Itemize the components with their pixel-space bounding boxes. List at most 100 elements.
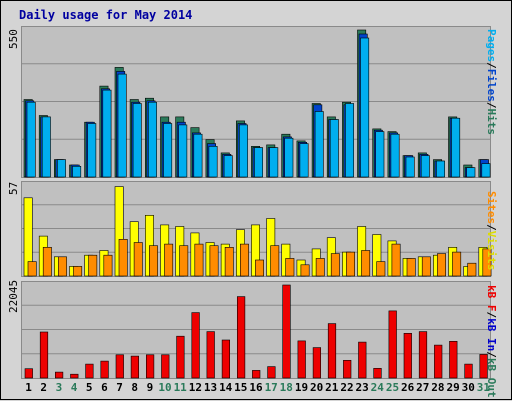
sites-bar xyxy=(330,253,340,277)
sites-bar xyxy=(240,243,249,277)
pages-bar xyxy=(132,103,142,178)
x-tick-label: 7 xyxy=(116,381,123,394)
x-tick-label: 24 xyxy=(370,381,384,394)
legend-bot-part: kB F xyxy=(485,285,498,312)
pages-bar xyxy=(329,119,339,178)
pages-bar xyxy=(481,163,491,178)
kb-bar xyxy=(388,310,397,379)
x-tick-label: 23 xyxy=(355,381,369,394)
pages-bar xyxy=(269,147,279,178)
pages-bar xyxy=(163,123,173,178)
pages-bar xyxy=(299,143,309,178)
legend-mid-part: / xyxy=(485,224,498,231)
kb-bar xyxy=(373,367,382,379)
x-tick-label: 8 xyxy=(131,381,138,394)
kb-bar xyxy=(418,331,428,379)
pages-bar xyxy=(284,137,294,178)
kb-bar xyxy=(130,355,140,379)
legend-mid: Sites/Visits xyxy=(485,191,498,271)
x-tick-label: 1 xyxy=(25,381,32,394)
kb-bar xyxy=(343,359,352,379)
kb-bar xyxy=(146,354,155,379)
kb-bar xyxy=(312,347,322,379)
kb-bar xyxy=(267,366,276,379)
pages-bar xyxy=(420,155,430,178)
pages-bar xyxy=(314,111,324,178)
kb-bar xyxy=(449,340,458,379)
x-tick-label: 3 xyxy=(55,381,63,394)
x-tick-label: 16 xyxy=(249,381,263,394)
sites-bar xyxy=(73,266,83,277)
sites-bar xyxy=(88,254,98,277)
x-tick-label: 14 xyxy=(219,381,233,394)
x-tick-label: 27 xyxy=(416,381,430,394)
x-tick-label: 5 xyxy=(85,381,93,394)
x-tick-label: 2 xyxy=(40,381,47,394)
legend-top-part: Hits xyxy=(485,108,498,136)
pages-bar xyxy=(239,124,248,178)
kb-bar xyxy=(54,371,64,379)
sites-bar xyxy=(285,258,295,277)
pages-bar xyxy=(72,166,82,178)
pages-bar xyxy=(178,124,188,178)
legend-top-part: Files xyxy=(485,68,498,102)
x-tick-label: 28 xyxy=(431,381,445,394)
kb-bar xyxy=(206,331,215,379)
kb-bar xyxy=(191,312,200,379)
x-tick-label: 11 xyxy=(173,381,187,394)
kb-bar xyxy=(252,370,261,379)
legend-top-part: / xyxy=(485,101,498,109)
kb-bar xyxy=(115,354,124,379)
sites-bar xyxy=(361,250,371,277)
kb-bar xyxy=(237,296,246,379)
kb-bar xyxy=(161,354,170,379)
sites-bar xyxy=(57,256,67,277)
x-tick-label: 15 xyxy=(234,381,248,394)
pages-bar xyxy=(436,160,445,178)
sites-bar xyxy=(346,251,355,277)
sites-bar xyxy=(133,242,143,277)
x-tick-label: 18 xyxy=(279,381,293,394)
pages-bar xyxy=(223,155,233,178)
x-tick-label: 26 xyxy=(400,381,415,394)
kb-bar xyxy=(282,284,291,379)
legend-mid-part: Visits xyxy=(485,230,498,271)
pages-bar xyxy=(360,37,370,178)
pages-bar xyxy=(56,159,66,178)
x-tick-label: 29 xyxy=(446,381,460,394)
sites-bar xyxy=(270,245,280,277)
sites-bar xyxy=(118,239,128,277)
sites-bar xyxy=(103,254,113,277)
kb-bar xyxy=(479,354,488,379)
x-axis-labels: 1 2 3 4 5 6 7 8 9 10 11 12 13 14 15 16 17 18 19 20 21 22 23 24 2… xyxy=(1,381,512,397)
legend-top: Pages/Files/Hits xyxy=(485,29,498,136)
pages-bar xyxy=(87,123,97,178)
pages-bar xyxy=(208,146,218,178)
sites-bar xyxy=(391,243,401,277)
sites-bar xyxy=(179,245,189,277)
x-tick-label: 30 xyxy=(461,381,475,394)
x-tick-label: 4 xyxy=(70,381,78,394)
sites-bar xyxy=(224,247,234,277)
pages-bar xyxy=(41,116,51,178)
pages-bar xyxy=(345,103,354,178)
kb-bar xyxy=(39,331,49,379)
pages-bar xyxy=(254,147,263,178)
chart-title: Daily usage for May 2014 xyxy=(19,8,193,22)
kb-bar xyxy=(70,373,79,379)
x-tick-label: 22 xyxy=(340,381,354,394)
sites-bar xyxy=(27,261,37,277)
sites-bar xyxy=(315,258,325,277)
kb-bar xyxy=(358,341,367,379)
x-tick-label: 31 xyxy=(476,381,491,394)
sites-bar xyxy=(482,248,492,277)
legend-top-part: Pages xyxy=(485,29,498,63)
legend-bot-part: kB In xyxy=(485,318,498,352)
x-tick-label: 19 xyxy=(294,381,309,394)
sites-bar xyxy=(164,243,174,277)
x-tick-label: 25 xyxy=(385,381,400,394)
kb-bar xyxy=(24,368,33,379)
kb-bar xyxy=(403,332,412,379)
x-tick-label: 6 xyxy=(101,381,108,394)
